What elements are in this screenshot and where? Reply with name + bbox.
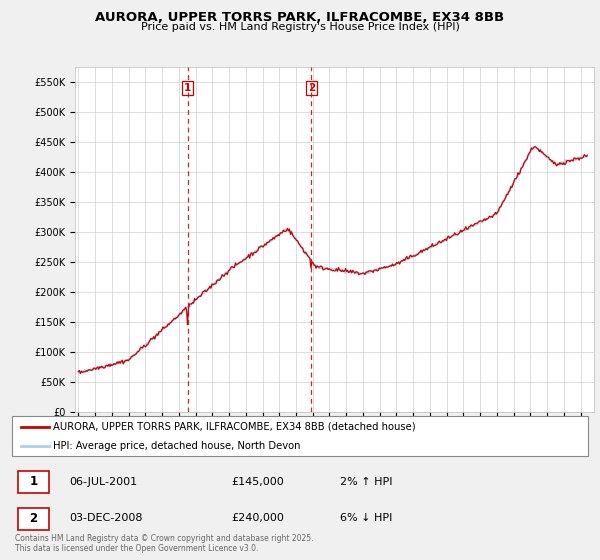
Text: Contains HM Land Registry data © Crown copyright and database right 2025.
This d: Contains HM Land Registry data © Crown c…	[15, 534, 314, 553]
Text: 1: 1	[29, 475, 37, 488]
Text: AURORA, UPPER TORRS PARK, ILFRACOMBE, EX34 8BB: AURORA, UPPER TORRS PARK, ILFRACOMBE, EX…	[95, 11, 505, 24]
FancyBboxPatch shape	[18, 472, 49, 493]
FancyBboxPatch shape	[12, 416, 588, 456]
FancyBboxPatch shape	[18, 508, 49, 530]
Text: 03-DEC-2008: 03-DEC-2008	[70, 514, 143, 524]
Text: Price paid vs. HM Land Registry's House Price Index (HPI): Price paid vs. HM Land Registry's House …	[140, 22, 460, 32]
Text: 6% ↓ HPI: 6% ↓ HPI	[340, 514, 392, 524]
Text: £145,000: £145,000	[231, 477, 284, 487]
Text: 2: 2	[308, 83, 315, 94]
Text: HPI: Average price, detached house, North Devon: HPI: Average price, detached house, Nort…	[53, 441, 301, 450]
Text: 06-JUL-2001: 06-JUL-2001	[70, 477, 138, 487]
Text: 2% ↑ HPI: 2% ↑ HPI	[340, 477, 393, 487]
Text: AURORA, UPPER TORRS PARK, ILFRACOMBE, EX34 8BB (detached house): AURORA, UPPER TORRS PARK, ILFRACOMBE, EX…	[53, 422, 416, 432]
Text: 2: 2	[29, 512, 37, 525]
Text: 1: 1	[184, 83, 191, 94]
Text: £240,000: £240,000	[231, 514, 284, 524]
